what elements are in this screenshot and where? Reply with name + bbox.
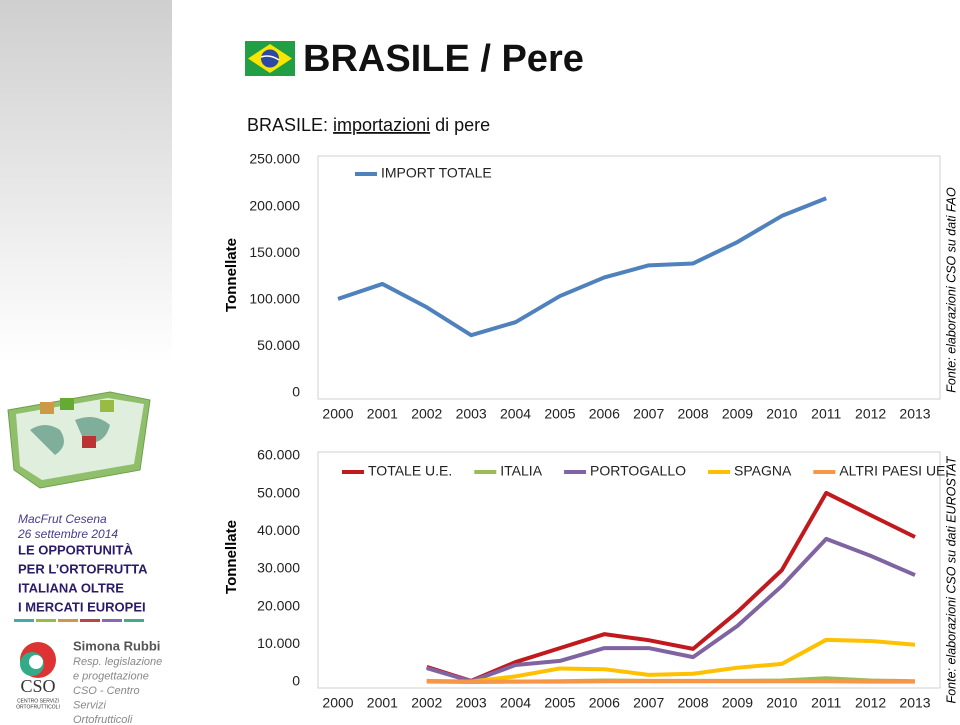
role-line: Resp. legislazione: [73, 656, 162, 668]
y-tick-label: 0: [292, 673, 300, 689]
role: Resp. legislazione e progettazione CSO - C…: [73, 656, 162, 725]
sidebar: [0, 0, 172, 725]
subtitle-part: importazioni: [333, 115, 430, 135]
subtitle-part: BRASILE:: [247, 115, 333, 135]
y-tick-label: 20.000: [257, 597, 300, 613]
x-tick-label: 2003: [456, 695, 487, 711]
x-tick-label: 2004: [500, 406, 531, 422]
headline: LE OPPORTUNITÀ PER L’ORTOFRUTTA ITALIANA O…: [18, 542, 148, 614]
date: 26 settembre 2014: [17, 527, 118, 541]
line-series: [426, 490, 916, 683]
x-tick-label: 2007: [633, 695, 664, 711]
role-line: Servizi: [73, 699, 107, 711]
plot-frame: [317, 155, 941, 400]
x-tick-label: 2013: [899, 406, 930, 422]
x-tick-label: 2012: [855, 695, 886, 711]
y-tick-label: 60.000: [257, 447, 300, 463]
line-series: [337, 196, 827, 338]
x-tick-label: 2002: [411, 406, 442, 422]
headline-line: ITALIANA OLTRE: [18, 580, 124, 595]
map-illustration: [7, 391, 151, 489]
legend-label: IMPORT TOTALE: [381, 165, 492, 181]
role-line: Ortofrutticoli: [73, 714, 133, 725]
line-series: [426, 536, 916, 684]
y-tick-label: 30.000: [257, 560, 300, 576]
legend-label: TOTALE U.E.: [368, 463, 452, 479]
role-line: e progettazione: [73, 670, 149, 682]
x-tick-label: 2007: [633, 406, 664, 422]
x-tick-label: 2011: [811, 695, 841, 711]
logo-sub: ORTOFRUTTICOLI: [16, 704, 60, 710]
x-tick-label: 2000: [322, 695, 353, 711]
logo: [20, 642, 56, 678]
y-tick-label: 40.000: [257, 522, 300, 538]
x-tick-label: 2006: [589, 695, 620, 711]
x-tick-label: 2003: [456, 406, 487, 422]
logo-sub: CENTRO SERVIZI: [17, 698, 59, 704]
plot-frame: [317, 451, 941, 689]
x-tick-label: 2010: [766, 406, 797, 422]
role-line: CSO - Centro: [73, 685, 140, 697]
event: MacFrut Cesena: [18, 512, 107, 526]
x-tick-label: 2011: [811, 406, 841, 422]
x-tick-label: 2004: [500, 695, 531, 711]
x-tick-label: 2010: [766, 695, 797, 711]
legend-label: ALTRI PAESI UE: [839, 463, 945, 479]
x-tick-label: 2009: [722, 406, 753, 422]
y-tick-label: 0: [292, 384, 300, 400]
author: Simona Rubbi: [73, 638, 160, 653]
subtitle-part: di pere: [430, 115, 490, 135]
y-tick-label: 200.000: [249, 197, 300, 213]
legend-label: PORTOGALLO: [590, 463, 686, 479]
y-tick-label: 100.000: [249, 291, 300, 307]
x-tick-label: 2000: [322, 406, 353, 422]
headline-line: PER L’ORTOFRUTTA: [18, 561, 148, 576]
x-tick-label: 2008: [677, 695, 708, 711]
flag: [245, 41, 295, 76]
x-tick-label: 2002: [411, 695, 442, 711]
y-tick-label: 150.000: [249, 244, 300, 260]
x-tick-label: 2006: [589, 406, 620, 422]
logo-text: CSO: [20, 676, 55, 696]
y-axis-label: Tonnellate: [223, 520, 240, 594]
x-tick-label: 2009: [722, 695, 753, 711]
source: Fonte: elaborazioni CSO su dati EUROSTAT: [944, 455, 958, 703]
x-tick-label: 2001: [367, 406, 398, 422]
headline-line: I MERCATI EUROPEI: [18, 599, 146, 614]
legend-label: SPAGNA: [734, 463, 792, 479]
headline-line: LE OPPORTUNITÀ: [18, 542, 133, 557]
source: Fonte: elaborazioni CSO su dati FAO: [944, 187, 958, 393]
y-tick-label: 50.000: [257, 337, 300, 353]
line-series: [426, 678, 915, 684]
title: BRASILE / Pere: [303, 38, 584, 80]
y-tick-label: 250.000: [249, 151, 300, 167]
x-tick-label: 2001: [367, 695, 398, 711]
x-tick-label: 2005: [544, 406, 575, 422]
y-axis-label: Tonnellate: [223, 238, 240, 312]
x-tick-label: 2013: [899, 695, 930, 711]
subtitle: BRASILE: importazioni di pere: [247, 115, 490, 135]
y-tick-label: 10.000: [257, 635, 300, 651]
line-series: [426, 637, 916, 684]
x-tick-label: 2005: [544, 695, 575, 711]
x-tick-label: 2008: [677, 406, 708, 422]
y-tick-label: 50.000: [257, 484, 300, 500]
x-tick-label: 2012: [855, 406, 886, 422]
legend-label: ITALIA: [500, 463, 542, 479]
divider: [14, 619, 144, 622]
